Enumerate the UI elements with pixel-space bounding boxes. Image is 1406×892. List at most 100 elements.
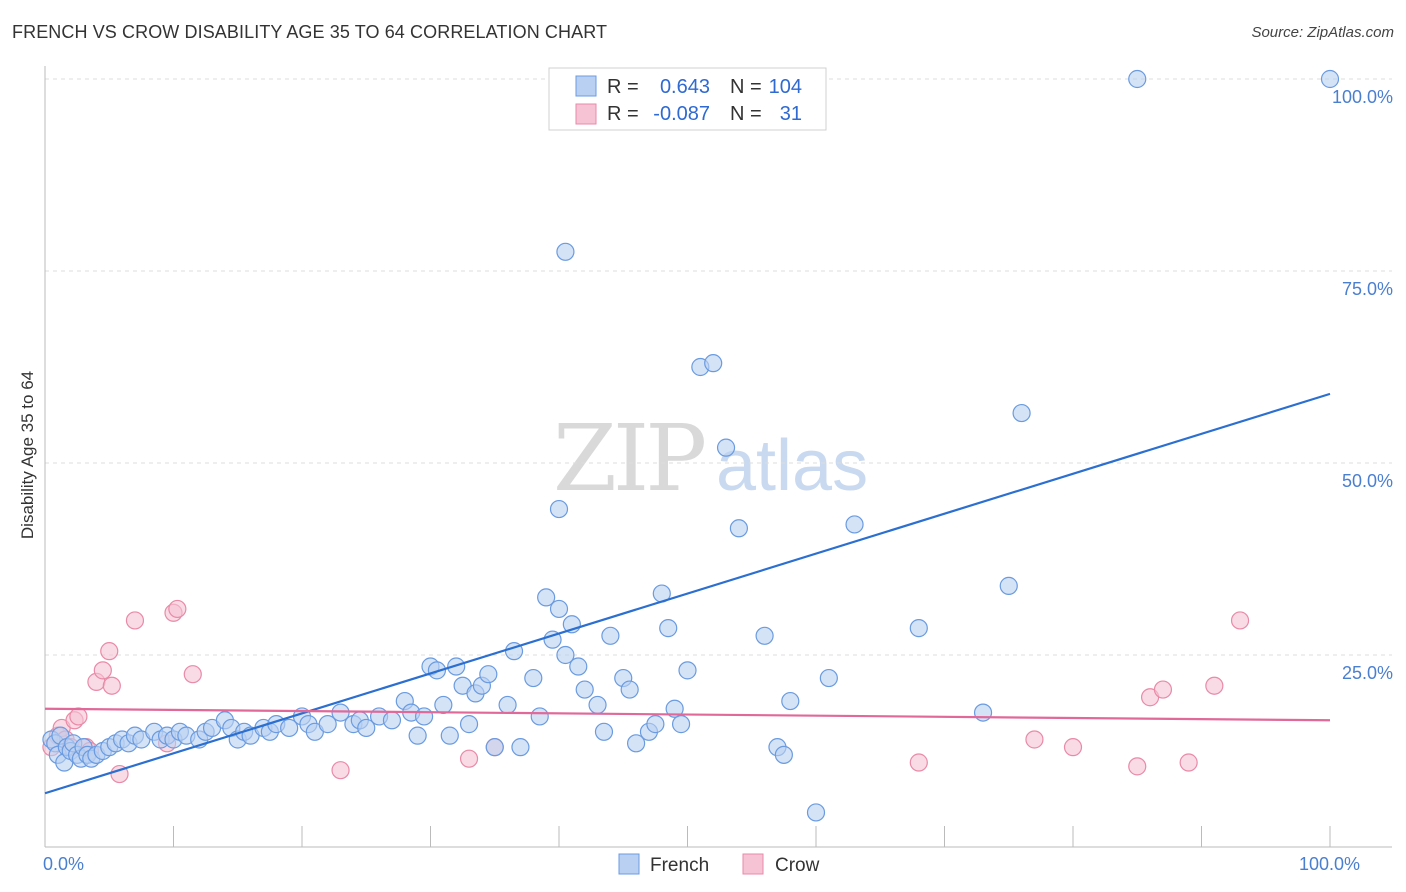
crow-point xyxy=(1063,738,1083,757)
tick-labels: 25.0% 50.0% 75.0% 100.0% 0.0% 100.0% xyxy=(43,87,1393,874)
french-point xyxy=(414,707,434,726)
french-point xyxy=(556,645,575,665)
trendlines xyxy=(44,392,1331,795)
legend-n-label: N = xyxy=(730,103,762,125)
legend-n-label: N = xyxy=(730,76,762,98)
legend-swatch-crow xyxy=(575,103,597,125)
french-point xyxy=(665,699,684,718)
french-point xyxy=(626,734,646,753)
legend-swatch-french xyxy=(618,853,640,875)
x-tick-label: 0.0% xyxy=(43,854,84,874)
french-point xyxy=(331,703,350,722)
french-point xyxy=(318,715,337,734)
french-point xyxy=(601,626,620,645)
french-point xyxy=(459,715,479,734)
y-tick-label: 25.0% xyxy=(1342,663,1393,683)
french-point xyxy=(620,680,639,699)
axes xyxy=(44,66,1392,848)
crow-point xyxy=(1230,611,1250,630)
french-point xyxy=(819,668,838,688)
french-point xyxy=(781,691,800,711)
french-point xyxy=(588,695,607,715)
crow-point xyxy=(459,749,479,768)
french-points xyxy=(42,69,1340,822)
crow-point xyxy=(331,761,350,780)
source-credit: Source: ZipAtlas.com xyxy=(1251,24,1394,41)
crow-point xyxy=(1153,680,1173,699)
french-point xyxy=(1320,69,1340,89)
legend-r-label: R = xyxy=(607,103,639,125)
crow-point xyxy=(168,599,187,619)
crow-point xyxy=(1128,757,1147,776)
legend-r-label: R = xyxy=(607,76,639,98)
french-point xyxy=(594,722,614,741)
legend-swatch-crow xyxy=(742,853,764,875)
french-point xyxy=(845,515,864,534)
crow-point xyxy=(1025,730,1044,749)
crow-point xyxy=(125,611,145,630)
legend-swatch-french xyxy=(575,75,597,97)
french-point xyxy=(774,745,793,764)
french-point xyxy=(646,715,665,734)
french-point xyxy=(280,718,299,738)
french-point xyxy=(408,726,427,745)
french-point xyxy=(530,707,549,726)
french-point xyxy=(909,619,928,638)
french-point xyxy=(549,499,569,519)
crow-point xyxy=(909,753,928,772)
crow-point xyxy=(100,642,119,661)
crow-point xyxy=(183,665,202,684)
french-point xyxy=(543,630,562,649)
crow-point xyxy=(1205,676,1224,695)
grid-lines xyxy=(45,78,1392,656)
french-point xyxy=(479,665,498,684)
y-tick-label: 50.0% xyxy=(1342,471,1393,491)
french-point xyxy=(704,354,723,373)
french-point xyxy=(973,703,993,722)
french-point xyxy=(575,680,594,699)
french-point xyxy=(1012,403,1031,423)
crow-point xyxy=(93,661,112,680)
french-point xyxy=(1128,69,1147,89)
crow-points xyxy=(42,599,1250,784)
crow-point xyxy=(69,707,88,726)
legend-n-value: 31 xyxy=(780,103,802,125)
legend-r-value: 0.643 xyxy=(660,76,710,98)
watermark-zip: ZIP xyxy=(553,405,704,512)
french-point xyxy=(678,661,697,680)
french-point xyxy=(382,711,402,730)
french-point xyxy=(999,576,1018,595)
series-legend: French Crow xyxy=(618,853,820,876)
french-point xyxy=(511,738,530,757)
french-point xyxy=(755,626,774,645)
crow-point xyxy=(1179,753,1198,772)
french-point xyxy=(524,668,543,688)
legend-r-value: -0.087 xyxy=(653,103,710,125)
french-point xyxy=(549,599,569,619)
french-point xyxy=(434,695,453,715)
y-tick-label: 75.0% xyxy=(1342,279,1393,299)
y-tick-label: 100.0% xyxy=(1332,87,1393,107)
french-point xyxy=(729,519,749,538)
french-point xyxy=(716,438,736,457)
crow-trendline xyxy=(44,707,1331,722)
french-point xyxy=(659,619,678,638)
french-point xyxy=(537,588,556,607)
french-trendline xyxy=(44,392,1331,795)
french-point xyxy=(671,715,691,734)
french-point xyxy=(569,657,588,676)
x-tick-label: 100.0% xyxy=(1299,854,1360,874)
correlation-legend: R = 0.643 N = 104 R = -0.087 N = 31 xyxy=(548,67,827,131)
crow-point xyxy=(102,676,121,695)
legend-label-crow: Crow xyxy=(775,855,820,876)
french-point xyxy=(806,803,826,822)
chart-title: FRENCH VS CROW DISABILITY AGE 35 TO 64 C… xyxy=(12,22,608,42)
watermark-atlas: atlas xyxy=(716,426,868,506)
legend-label-french: French xyxy=(650,855,709,876)
french-point xyxy=(556,242,575,261)
legend-n-value: 104 xyxy=(769,76,802,98)
french-point xyxy=(485,738,504,757)
french-point xyxy=(357,718,376,738)
french-point xyxy=(440,726,459,745)
